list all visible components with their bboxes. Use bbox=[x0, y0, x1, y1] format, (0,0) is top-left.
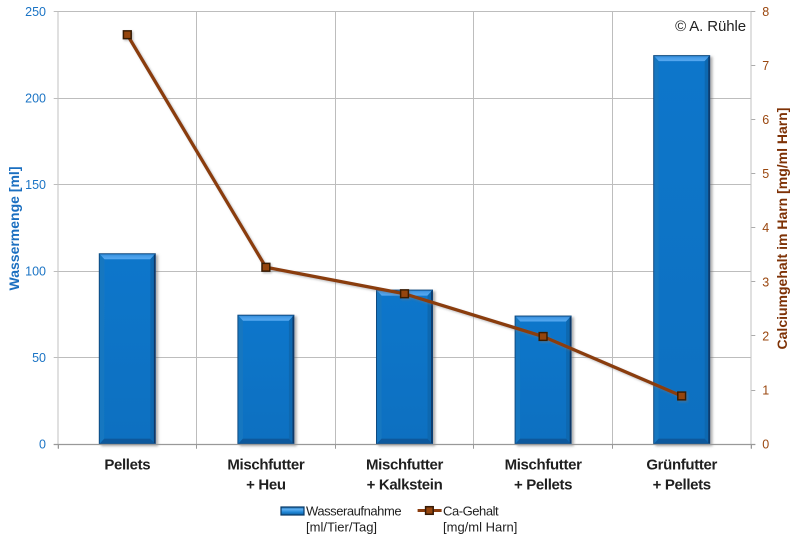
svg-text:0: 0 bbox=[762, 438, 769, 452]
svg-text:+ Pellets: + Pellets bbox=[514, 477, 572, 494]
svg-text:5: 5 bbox=[762, 167, 769, 181]
svg-text:200: 200 bbox=[25, 91, 46, 105]
svg-text:[ml/Tier/Tag]: [ml/Tier/Tag] bbox=[306, 520, 377, 535]
svg-text:Mischfutter: Mischfutter bbox=[227, 457, 305, 474]
svg-text:100: 100 bbox=[25, 265, 46, 279]
svg-text:Calciumgehalt im Harn [mg/ml H: Calciumgehalt im Harn [mg/ml Harn] bbox=[774, 108, 790, 350]
svg-text:Grünfutter: Grünfutter bbox=[646, 457, 717, 474]
svg-text:0: 0 bbox=[39, 438, 46, 452]
svg-text:150: 150 bbox=[25, 178, 46, 192]
svg-text:1: 1 bbox=[762, 383, 769, 397]
svg-text:Pellets: Pellets bbox=[104, 457, 150, 474]
svg-text:4: 4 bbox=[762, 221, 769, 235]
svg-text:+ Kalkstein: + Kalkstein bbox=[367, 477, 443, 494]
svg-text:3: 3 bbox=[762, 275, 769, 289]
svg-text:Mischfutter: Mischfutter bbox=[505, 457, 583, 474]
svg-text:© A. Rühle: © A. Rühle bbox=[675, 18, 746, 35]
svg-text:Mischfutter: Mischfutter bbox=[366, 457, 444, 474]
svg-text:+ Pellets: + Pellets bbox=[653, 477, 711, 494]
svg-text:+ Heu: + Heu bbox=[246, 477, 286, 494]
svg-text:Wasseraufnahme: Wasseraufnahme bbox=[306, 504, 401, 519]
svg-text:50: 50 bbox=[32, 351, 46, 365]
svg-text:Ca-Gehalt: Ca-Gehalt bbox=[443, 504, 499, 519]
svg-text:Wassermenge [ml]: Wassermenge [ml] bbox=[6, 167, 22, 291]
svg-text:8: 8 bbox=[762, 5, 769, 19]
svg-text:[mg/ml Harn]: [mg/ml Harn] bbox=[443, 520, 517, 535]
svg-text:6: 6 bbox=[762, 113, 769, 127]
svg-text:2: 2 bbox=[762, 329, 769, 343]
svg-text:250: 250 bbox=[25, 5, 46, 19]
svg-text:7: 7 bbox=[762, 59, 769, 73]
